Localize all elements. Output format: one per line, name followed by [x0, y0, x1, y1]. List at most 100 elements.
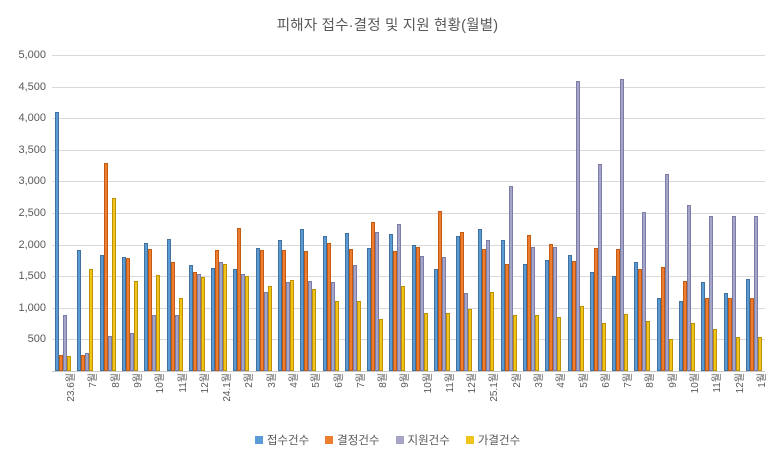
bar-결정건수[interactable] [148, 249, 153, 371]
bar-지원건수[interactable] [397, 224, 402, 371]
bar-지원건수[interactable] [129, 333, 134, 371]
bar-지원건수[interactable] [753, 216, 758, 371]
bar-결정건수[interactable] [170, 262, 175, 371]
bar-지원건수[interactable] [63, 314, 68, 371]
bar-결정건수[interactable] [103, 163, 108, 371]
bar-가결건수[interactable] [735, 336, 740, 371]
bar-결정건수[interactable] [705, 298, 710, 371]
bar-접수건수[interactable] [55, 111, 60, 371]
bar-결정건수[interactable] [237, 228, 242, 371]
bar-결정건수[interactable] [192, 272, 197, 371]
bar-지원건수[interactable] [709, 216, 714, 371]
bar-결정건수[interactable] [81, 354, 86, 371]
bar-가결건수[interactable] [624, 314, 629, 371]
bar-지원건수[interactable] [642, 211, 647, 371]
bar-지원건수[interactable] [241, 274, 246, 371]
bar-가결건수[interactable] [67, 356, 72, 371]
bar-지원건수[interactable] [687, 204, 692, 371]
bar-가결건수[interactable] [601, 322, 606, 371]
bar-지원건수[interactable] [196, 273, 201, 371]
bar-지원건수[interactable] [508, 185, 513, 371]
bar-접수건수[interactable] [188, 264, 193, 371]
bar-지원건수[interactable] [85, 353, 90, 371]
bar-지원건수[interactable] [263, 292, 268, 371]
bar-결정건수[interactable] [215, 249, 220, 371]
bar-접수건수[interactable] [166, 238, 171, 371]
bar-가결건수[interactable] [356, 301, 361, 371]
bar-가결건수[interactable] [223, 263, 228, 371]
bar-결정건수[interactable] [660, 267, 665, 371]
bar-가결건수[interactable] [200, 276, 205, 371]
bar-지원건수[interactable] [531, 247, 536, 371]
bar-접수건수[interactable] [389, 233, 394, 371]
bar-가결건수[interactable] [245, 275, 250, 371]
bar-접수건수[interactable] [701, 281, 706, 371]
bar-가결건수[interactable] [646, 321, 651, 371]
bar-지원건수[interactable] [419, 255, 424, 371]
bar-접수건수[interactable] [433, 268, 438, 371]
bar-접수건수[interactable] [99, 254, 104, 371]
legend-item-지원건수[interactable]: 지원건수 [395, 432, 450, 448]
legend-item-결정건수[interactable]: 결정건수 [325, 432, 380, 448]
bar-접수건수[interactable] [456, 236, 461, 371]
bar-접수건수[interactable] [679, 300, 684, 371]
bar-결정건수[interactable] [749, 298, 754, 371]
bar-지원건수[interactable] [486, 239, 491, 371]
legend-item-접수건수[interactable]: 접수건수 [254, 432, 309, 448]
bar-접수건수[interactable] [344, 232, 349, 371]
bar-접수건수[interactable] [233, 268, 238, 371]
bar-가결건수[interactable] [334, 301, 339, 371]
bar-지원건수[interactable] [174, 315, 179, 371]
bar-가결건수[interactable] [691, 322, 696, 371]
bar-가결건수[interactable] [468, 309, 473, 371]
bar-지원건수[interactable] [620, 79, 625, 371]
bar-결정건수[interactable] [571, 261, 576, 371]
bar-가결건수[interactable] [490, 292, 495, 371]
bar-가결건수[interactable] [178, 298, 183, 371]
bar-접수건수[interactable] [567, 255, 572, 371]
bar-가결건수[interactable] [156, 274, 161, 371]
bar-결정건수[interactable] [482, 249, 487, 371]
bar-접수건수[interactable] [612, 275, 617, 371]
bar-지원건수[interactable] [731, 216, 736, 371]
bar-결정건수[interactable] [348, 249, 353, 371]
bar-가결건수[interactable] [401, 286, 406, 371]
bar-접수건수[interactable] [745, 278, 750, 371]
bar-결정건수[interactable] [393, 250, 398, 371]
bar-결정건수[interactable] [281, 249, 286, 371]
bar-결정건수[interactable] [304, 250, 309, 371]
bar-지원건수[interactable] [597, 164, 602, 371]
bar-결정건수[interactable] [437, 211, 442, 371]
bar-결정건수[interactable] [504, 264, 509, 371]
bar-가결건수[interactable] [312, 288, 317, 371]
bar-접수건수[interactable] [211, 267, 216, 371]
bar-지원건수[interactable] [464, 293, 469, 371]
bar-가결건수[interactable] [579, 305, 584, 371]
bar-지원건수[interactable] [308, 281, 313, 371]
legend-item-가결건수[interactable]: 가결건수 [465, 432, 520, 448]
bar-가결건수[interactable] [445, 312, 450, 371]
bar-지원건수[interactable] [553, 247, 558, 371]
bar-결정건수[interactable] [259, 250, 264, 371]
bar-결정건수[interactable] [59, 355, 64, 371]
bar-접수건수[interactable] [300, 228, 305, 371]
bar-가결건수[interactable] [757, 336, 762, 371]
bar-가결건수[interactable] [535, 315, 540, 371]
bar-접수건수[interactable] [478, 228, 483, 371]
bar-지원건수[interactable] [375, 231, 380, 371]
bar-접수건수[interactable] [411, 245, 416, 371]
bar-지원건수[interactable] [352, 264, 357, 371]
bar-결정건수[interactable] [371, 222, 376, 371]
bar-가결건수[interactable] [133, 280, 138, 371]
bar-지원건수[interactable] [285, 281, 290, 371]
bar-접수건수[interactable] [589, 272, 594, 371]
bar-가결건수[interactable] [423, 312, 428, 371]
bar-접수건수[interactable] [723, 293, 728, 371]
bar-가결건수[interactable] [89, 269, 94, 371]
bar-지원건수[interactable] [664, 174, 669, 371]
bar-가결건수[interactable] [512, 315, 517, 371]
bar-접수건수[interactable] [367, 247, 372, 371]
bar-가결건수[interactable] [289, 280, 294, 371]
bar-접수건수[interactable] [277, 239, 282, 371]
bar-가결건수[interactable] [379, 319, 384, 371]
